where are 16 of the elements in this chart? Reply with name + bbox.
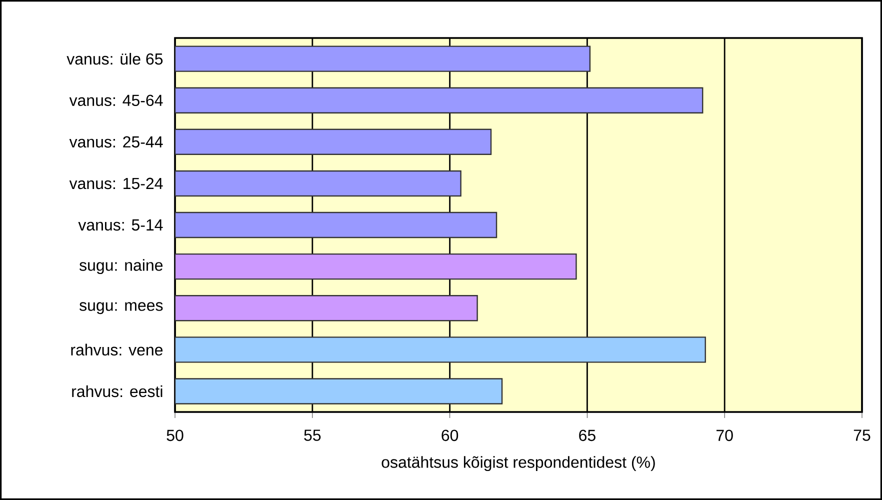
x-tick-label: 60 xyxy=(442,430,458,442)
y-tick-label: sugu: naine xyxy=(80,259,163,274)
x-tick-label: 50 xyxy=(166,430,184,442)
y-tick-label: rahvus: eesti xyxy=(72,385,162,398)
y-tick-label: vanus: 45-64 xyxy=(69,94,163,106)
x-tick-label: 75 xyxy=(854,430,870,441)
y-tick-label: sugu: mees xyxy=(80,302,163,314)
y-tick-label: vanus: 5-14 xyxy=(78,219,163,231)
y-tick-label: rahvus: vene xyxy=(71,344,163,356)
x-tick-label: 70 xyxy=(716,430,733,442)
y-tick-label: vanus: 25-44 xyxy=(69,136,163,148)
y-tick-label: vanus: üle 65 xyxy=(66,52,163,65)
x-axis-title: osatähtsus kõigist respondentidest (%) xyxy=(382,456,655,472)
x-tick-label: 65 xyxy=(579,430,596,442)
y-tick-label: vanus: 15-24 xyxy=(69,178,163,190)
x-tick-label: 55 xyxy=(304,430,321,441)
